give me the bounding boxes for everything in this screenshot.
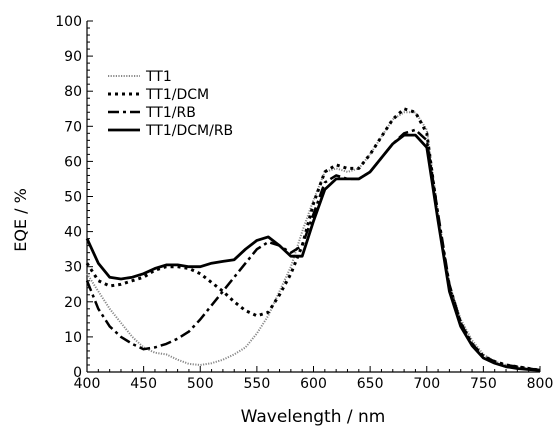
y-tick-label: 10 [64,330,82,346]
y-tick-label: 30 [64,260,82,276]
series-line-2 [85,107,541,372]
y-tick-label: 90 [64,49,82,65]
series-line-1 [86,111,541,372]
y-tick-label: 80 [64,84,82,100]
y-tick-label: 70 [64,119,82,135]
legend-label-4: TT1/DCM/RB [145,123,233,139]
x-tick-label: 750 [470,376,497,392]
x-tick-label: 450 [130,376,157,392]
legend-label-1: TT1 [145,69,172,85]
series-line-4 [85,133,541,372]
y-tick-label: 50 [64,190,82,206]
y-tick-label: 40 [64,225,82,241]
series-lines [85,107,541,372]
legend-label-3: TT1/RB [145,105,196,121]
x-tick-label: 650 [357,376,384,392]
y-tick-label: 20 [64,295,82,311]
y-tick-label: 60 [64,154,82,170]
y-axis-label: EQE / % [11,188,30,252]
x-tick-label: 800 [527,376,554,392]
x-tick-label: 550 [244,376,271,392]
series-line-3 [85,128,541,372]
x-tick-label: 600 [300,376,327,392]
x-tick-label: 500 [187,376,214,392]
x-tick-label: 400 [74,376,101,392]
x-tick-label: 700 [413,376,440,392]
y-tick-label: 0 [73,365,82,381]
legend: TT1 TT1/DCM TT1/RB TT1/DCM/RB [108,69,233,139]
legend-label-2: TT1/DCM [145,87,209,103]
y-tick-label: 100 [55,14,82,30]
ticks: 400 450 500 550 600 650 700 750 800 0 10 20 30 40 50 60… [55,14,553,392]
x-axis-label: Wavelength / nm [241,407,386,427]
